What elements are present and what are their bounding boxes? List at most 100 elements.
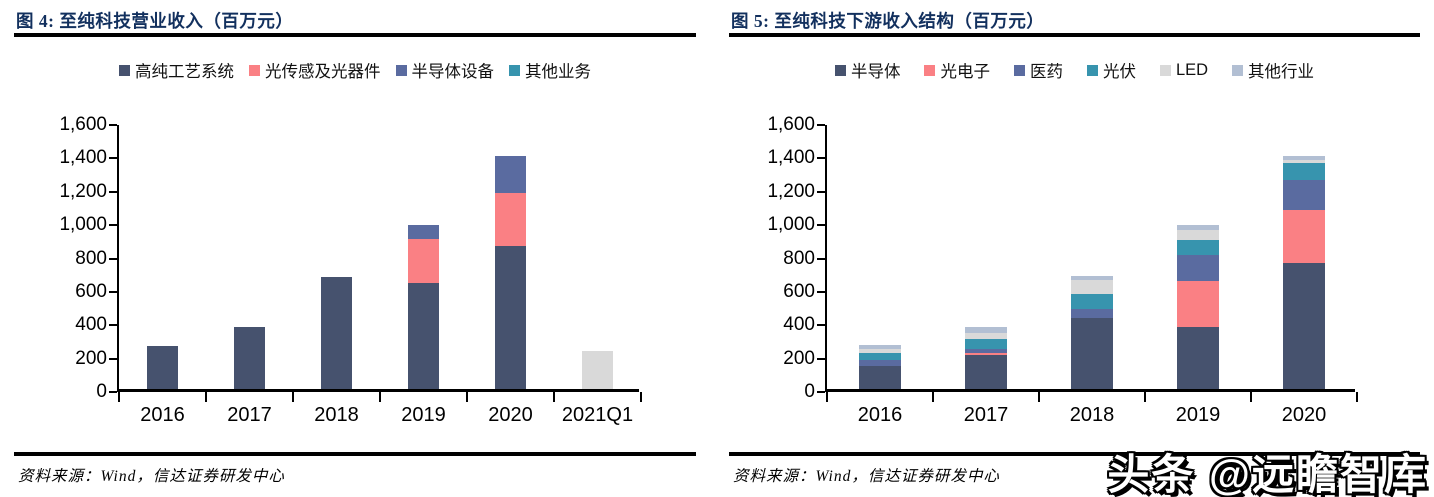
y-axis-tick	[817, 257, 825, 260]
bar-segment-光传感及光器件	[495, 192, 526, 246]
x-axis-label: 2019	[401, 404, 446, 426]
y-axis-label: 400	[75, 314, 107, 336]
figure-4-bottom-rule	[14, 452, 696, 456]
y-axis-label: 1,200	[767, 180, 815, 202]
x-axis-tick	[466, 392, 468, 402]
y-axis-tick	[109, 124, 117, 126]
bar-segment-医药	[1283, 180, 1325, 210]
x-axis-tick	[205, 392, 207, 402]
figure-5-chart: 0 200 400 600 800 1,000 1,200 1,400 1,600 2016 201…	[767, 114, 1358, 426]
figure-4-panel: 图 4: 至纯科技营业收入（百万元） 高纯工艺系统 光传感及光器件 半导体设备 其他业…	[14, 6, 696, 494]
x-axis-tick	[379, 392, 381, 402]
bar-segment-医药	[1177, 254, 1219, 282]
bar-segment-LED	[1177, 229, 1219, 240]
x-axis-label: 2016	[140, 404, 185, 426]
bar-segment-其他行业	[859, 344, 901, 349]
bar-segment-高纯工艺系统	[495, 245, 526, 389]
figure-4-title-rule	[14, 33, 696, 37]
y-axis-label: 400	[783, 314, 815, 336]
y-axis-label: 1,400	[59, 147, 107, 169]
bar-segment-高纯工艺系统	[147, 345, 178, 389]
y-axis-tick	[817, 124, 825, 126]
stacked-bar-2017	[965, 122, 1007, 389]
bar-segment-光伏	[1071, 293, 1113, 309]
y-axis-tick	[109, 391, 117, 393]
x-axis-label: 2018	[314, 404, 359, 426]
y-axis-label: 200	[75, 347, 107, 369]
y-axis-label: 1,000	[59, 214, 107, 236]
y-axis-tick	[109, 224, 117, 227]
legend-swatch	[509, 64, 520, 76]
stacked-bar-2019	[408, 122, 439, 389]
figure-5-bottom-rule	[729, 452, 1420, 456]
y-axis-label: 1,600	[767, 114, 815, 135]
y-axis-tick	[817, 224, 825, 227]
bar-segment-半导体	[859, 366, 901, 389]
legend-item-半导体设备: 半导体设备	[395, 58, 494, 82]
y-axis-label: 600	[75, 280, 107, 302]
bar-segment-半导体	[965, 354, 1007, 389]
bar-segment-光电子	[965, 353, 1007, 355]
bar-segment-医药	[1071, 308, 1113, 319]
legend-item-其他业务: 其他业务	[509, 58, 591, 82]
y-axis-tick	[817, 357, 825, 360]
x-axis-label: 2018	[1069, 404, 1115, 426]
y-axis-tick	[109, 290, 117, 293]
bar-segment-医药	[859, 359, 901, 367]
legend-item-半导体: 半导体	[834, 58, 901, 82]
y-axis-label: 800	[783, 247, 815, 269]
bar-segment-其他行业	[965, 327, 1007, 334]
legend-swatch	[924, 64, 936, 76]
legend-item-光传感及光器件: 光传感及光器件	[249, 58, 381, 82]
bar-segment-光伏	[1283, 162, 1325, 181]
bar-segment-高纯工艺系统	[321, 277, 352, 389]
x-axis-tick	[640, 392, 642, 402]
bar-segment-unlabeled	[582, 350, 613, 389]
x-axis-tick	[1356, 392, 1358, 402]
watermark-toutiao-yuanzhan: 头条 @远瞻智库	[1107, 451, 1428, 497]
x-axis-tick	[553, 392, 555, 402]
legend-swatch	[249, 64, 260, 76]
legend-swatch	[119, 64, 130, 76]
legend-item-高纯工艺系统: 高纯工艺系统	[119, 58, 234, 82]
legend-label: 光电子	[940, 63, 990, 81]
figure-4-title: 图 4: 至纯科技营业收入（百万元）	[16, 11, 294, 31]
bar-segment-半导体设备	[495, 156, 526, 193]
figure-5-source: 资料来源：Wind，信达证券研发中心	[733, 468, 1000, 485]
y-axis-tick	[109, 324, 117, 327]
x-axis-label: 2017	[227, 404, 272, 426]
y-axis-label: 0	[96, 381, 107, 402]
legend-label: 高纯工艺系统	[135, 63, 234, 81]
y-axis-tick	[817, 157, 825, 160]
stacked-bar-2017	[234, 122, 265, 389]
stacked-bar-2018	[1071, 122, 1113, 389]
y-axis-label: 1,200	[59, 180, 107, 202]
figure-4-legend: 高纯工艺系统 光传感及光器件 半导体设备 其他业务	[14, 58, 696, 82]
y-axis-tick	[109, 190, 117, 193]
stacked-bar-2021Q1	[582, 122, 613, 389]
legend-label: 半导体	[850, 63, 901, 81]
y-axis-tick	[817, 290, 825, 293]
y-axis-label: 1,600	[59, 114, 107, 135]
figure-5-panel: 图 5: 至纯科技下游收入结构（百万元） 半导体 光电子 医药 光伏 LED 其他行业 0…	[729, 6, 1420, 494]
bar-segment-半导体	[1283, 263, 1325, 389]
bar-segment-其他行业	[1071, 276, 1113, 280]
y-axis-label: 600	[783, 280, 815, 302]
bar-segment-LED	[859, 348, 901, 354]
legend-label: 医药	[1029, 63, 1063, 81]
x-axis-tick	[118, 392, 120, 402]
figure-5-title: 图 5: 至纯科技下游收入结构（百万元）	[731, 11, 1045, 31]
x-axis-label: 2020	[488, 404, 533, 426]
x-axis-tick	[826, 392, 828, 402]
legend-label: 光伏	[1102, 63, 1136, 81]
legend-swatch	[1086, 64, 1098, 76]
legend-swatch	[1232, 64, 1244, 76]
figure-4-chart: 0 200 400 600 800 1,000 1,200 1,400 1,600 2016 201…	[59, 114, 642, 426]
bar-segment-光传感及光器件	[408, 238, 439, 284]
bar-segment-光伏	[859, 353, 901, 360]
stacked-bar-2020	[1283, 122, 1325, 389]
bar-segment-半导体	[1071, 318, 1113, 389]
stacked-bar-2020	[495, 122, 526, 389]
y-axis-label: 800	[75, 247, 107, 269]
x-axis-tick	[1038, 392, 1040, 402]
